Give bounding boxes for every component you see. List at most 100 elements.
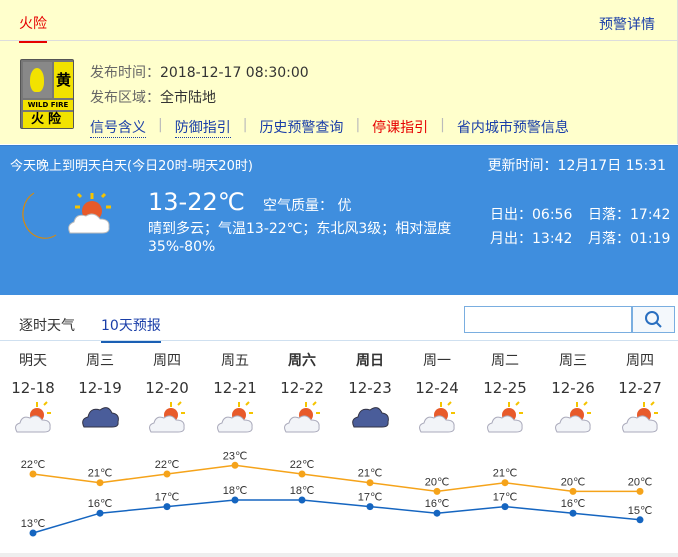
partly-cloudy-icon xyxy=(284,401,320,433)
partly-cloudy-icon xyxy=(419,401,455,433)
high-temp-label: 23℃ xyxy=(223,450,248,462)
search-button[interactable] xyxy=(632,306,675,333)
publish-area: 发布区域：全市陆地 xyxy=(90,90,216,106)
forecast-day: 周一 12-24 xyxy=(407,350,467,439)
link-history[interactable]: 历史预警查询 xyxy=(259,120,344,136)
partly-cloudy-icon xyxy=(15,401,51,433)
high-temp-point xyxy=(569,487,577,495)
partly-cloudy-icon xyxy=(149,401,185,433)
forecast-day: 明天 12-18 xyxy=(3,350,63,439)
partly-cloudy-icon xyxy=(622,401,658,433)
moonset: 月落：01:19 xyxy=(588,231,671,247)
tab-hourly[interactable]: 逐时天气 xyxy=(19,318,75,334)
weekday: 周日 xyxy=(356,353,384,369)
high-temp-point xyxy=(96,479,104,487)
warning-panel: 火险 预警详情 黄 WILD FIRE 火险 发布时间：2018-12-17 0… xyxy=(0,0,678,144)
current-weather-panel: 今天晚上到明天白天(今日20时-明天20时) 更新时间：12月17日 15:31… xyxy=(0,145,678,295)
low-temp-point xyxy=(569,509,577,517)
low-temp-point xyxy=(433,509,441,517)
update-time: 更新时间：12月17日 15:31 xyxy=(487,158,666,174)
date: 12-25 xyxy=(483,379,527,397)
date: 12-20 xyxy=(145,379,189,397)
forecast-day: 周日 12-23 xyxy=(340,350,400,435)
search-input[interactable] xyxy=(464,306,632,333)
high-temp-label: 21℃ xyxy=(358,468,383,480)
cloudy-icon xyxy=(352,407,389,428)
weekday: 周二 xyxy=(491,353,519,369)
forecast-tabs: 逐时天气 10天预报 xyxy=(0,296,678,343)
low-temp-point xyxy=(163,503,171,511)
date: 12-21 xyxy=(213,379,257,397)
high-temp-label: 20℃ xyxy=(425,476,450,488)
weekday: 周五 xyxy=(221,353,249,369)
forecast-day: 周六 12-22 xyxy=(272,350,332,439)
weekday: 明天 xyxy=(19,353,47,369)
high-temp-point xyxy=(29,470,37,478)
high-temp-point xyxy=(163,470,171,478)
forecast-day: 周四 12-20 xyxy=(137,350,197,439)
forecast-day: 周五 12-21 xyxy=(205,350,265,439)
weekday: 周三 xyxy=(559,353,587,369)
weekday: 周三 xyxy=(86,353,114,369)
high-temp-label: 22℃ xyxy=(290,459,315,471)
partly-cloudy-icon xyxy=(555,401,591,433)
low-temp-label: 18℃ xyxy=(223,485,248,497)
low-temp-label: 17℃ xyxy=(155,492,180,504)
weekday: 周六 xyxy=(288,353,316,369)
partly-cloudy-icon xyxy=(217,401,253,433)
flame-icon xyxy=(23,62,52,98)
high-temp-point xyxy=(298,470,306,478)
high-temp-label: 20℃ xyxy=(628,476,653,488)
link-defense-guide[interactable]: 防御指引 xyxy=(174,117,231,138)
low-temp-label: 17℃ xyxy=(493,492,518,504)
weekday: 周一 xyxy=(423,353,451,369)
link-class-suspension[interactable]: 停课指引 xyxy=(372,120,429,136)
warning-detail-link[interactable]: 预警详情 xyxy=(599,17,655,33)
forecast-day: 周二 12-25 xyxy=(475,350,535,439)
high-temp-label: 21℃ xyxy=(493,468,518,480)
temperature-range: 13-22℃ xyxy=(148,188,245,216)
low-temp-point xyxy=(96,509,104,517)
low-temp-point xyxy=(298,496,306,504)
weather-description: 晴到多云；气温13-22℃；东北风3级；相对湿度35%-80% xyxy=(148,221,452,255)
cloudy-icon xyxy=(82,407,119,428)
date: 12-18 xyxy=(11,379,55,397)
high-temp-point xyxy=(366,479,374,487)
high-temp-line xyxy=(32,464,640,493)
low-temp-point xyxy=(501,503,509,511)
moon-icon xyxy=(22,192,57,239)
weekday: 周四 xyxy=(153,353,181,369)
high-temp-label: 20℃ xyxy=(561,476,586,488)
low-temp-label: 18℃ xyxy=(290,485,315,497)
high-temp-point xyxy=(636,487,644,495)
high-temp-point xyxy=(501,479,509,487)
low-temp-label: 16℃ xyxy=(561,498,586,510)
forecast-period: 今天晚上到明天白天(今日20时-明天20时) xyxy=(10,159,253,174)
low-temp-point xyxy=(29,529,37,537)
low-temp-label: 15℃ xyxy=(628,505,653,517)
high-temp-label: 22℃ xyxy=(21,459,46,471)
date: 12-27 xyxy=(618,379,662,397)
air-quality: 空气质量： 优 xyxy=(263,198,352,214)
link-province-warnings[interactable]: 省内城市预警信息 xyxy=(456,120,569,136)
moonrise: 月出：13:42 xyxy=(490,231,573,247)
tab-10-day[interactable]: 10天预报 xyxy=(101,315,161,343)
forecast-day: 周三 12-26 xyxy=(543,350,603,439)
sunrise: 日出：06:56 xyxy=(490,207,573,223)
low-temp-label: 17℃ xyxy=(358,492,383,504)
date: 12-19 xyxy=(78,379,122,397)
low-temp-point xyxy=(636,516,644,524)
low-temp-label: 16℃ xyxy=(88,498,113,510)
date: 12-24 xyxy=(415,379,459,397)
forecast-day: 周四 12-27 xyxy=(610,350,670,439)
high-temp-label: 22℃ xyxy=(155,459,180,471)
low-temp-point xyxy=(231,496,239,504)
date: 12-23 xyxy=(348,379,392,397)
low-temp-point xyxy=(366,503,374,511)
link-signal-meaning[interactable]: 信号含义 xyxy=(90,117,146,138)
fire-warning-badge-icon: 黄 WILD FIRE 火险 xyxy=(20,59,74,129)
tab-fire-risk[interactable]: 火险 xyxy=(19,13,47,43)
footer-bar xyxy=(0,553,678,557)
sunset: 日落：17:42 xyxy=(588,207,671,223)
badge-type: 火险 xyxy=(23,112,73,128)
